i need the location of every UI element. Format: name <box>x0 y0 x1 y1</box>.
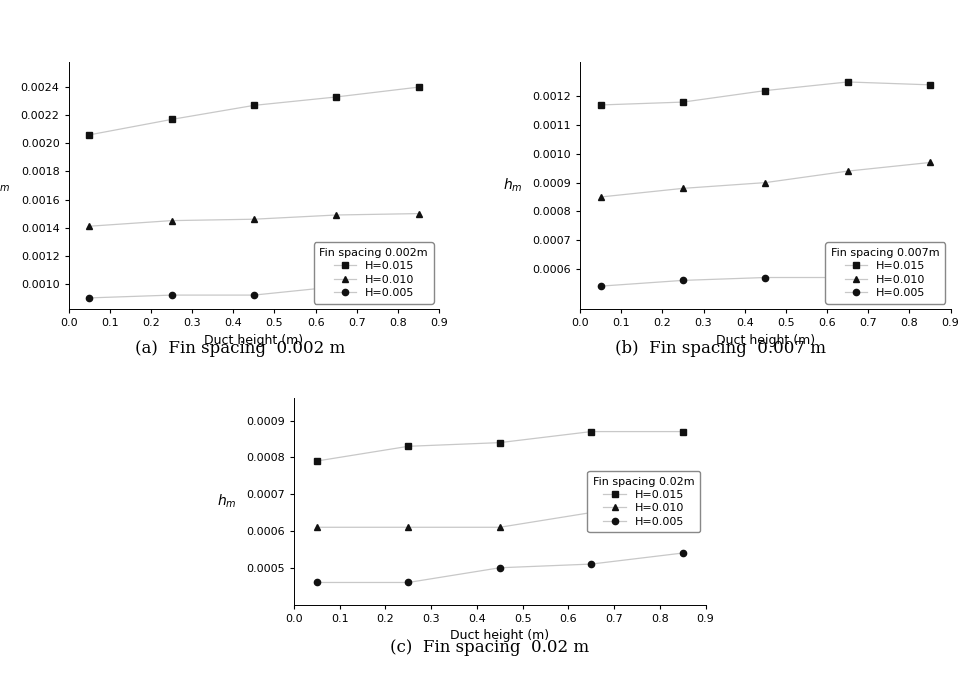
H=0.005 <box>311 578 322 587</box>
H=0.005 <box>494 563 506 572</box>
H=0.010 <box>677 184 689 192</box>
H=0.015 <box>760 87 771 95</box>
H=0.005 <box>924 271 936 279</box>
Y-axis label: $h_m$: $h_m$ <box>0 177 11 194</box>
H=0.015 <box>585 427 597 436</box>
Legend: H=0.015, H=0.010, H=0.005: H=0.015, H=0.010, H=0.005 <box>825 243 945 304</box>
X-axis label: Duct height (m): Duct height (m) <box>450 629 550 642</box>
H=0.005 <box>413 281 424 289</box>
H=0.005 <box>248 291 260 300</box>
Line: H=0.005: H=0.005 <box>86 282 421 301</box>
H=0.015 <box>83 131 95 139</box>
H=0.015 <box>494 438 506 447</box>
H=0.005 <box>677 276 689 284</box>
Line: H=0.010: H=0.010 <box>86 210 421 229</box>
H=0.005 <box>595 282 607 291</box>
X-axis label: Duct height (m): Duct height (m) <box>715 334 814 347</box>
Y-axis label: $h_m$: $h_m$ <box>503 177 522 194</box>
H=0.015 <box>924 80 936 89</box>
H=0.005 <box>403 578 415 587</box>
H=0.010 <box>595 193 607 201</box>
H=0.015 <box>595 101 607 109</box>
Y-axis label: $h_m$: $h_m$ <box>217 493 236 510</box>
Line: H=0.005: H=0.005 <box>314 550 686 585</box>
H=0.010 <box>403 523 415 532</box>
Line: H=0.005: H=0.005 <box>598 271 933 289</box>
Text: (a)  Fin spacing  0.002 m: (a) Fin spacing 0.002 m <box>135 340 345 357</box>
Line: H=0.010: H=0.010 <box>314 510 686 530</box>
H=0.010 <box>585 508 597 517</box>
H=0.015 <box>403 442 415 451</box>
Line: H=0.015: H=0.015 <box>598 79 933 108</box>
Line: H=0.010: H=0.010 <box>598 159 933 200</box>
H=0.005 <box>760 273 771 282</box>
H=0.010 <box>413 210 424 218</box>
H=0.015 <box>248 101 260 109</box>
H=0.010 <box>311 523 322 532</box>
H=0.005 <box>83 294 95 302</box>
H=0.010 <box>330 211 342 219</box>
X-axis label: Duct height (m): Duct height (m) <box>205 334 304 347</box>
Line: H=0.015: H=0.015 <box>86 84 421 138</box>
H=0.010 <box>677 508 689 517</box>
H=0.015 <box>330 93 342 101</box>
H=0.015 <box>677 427 689 436</box>
H=0.010 <box>760 179 771 187</box>
H=0.010 <box>924 159 936 167</box>
H=0.005 <box>842 273 854 282</box>
H=0.015 <box>842 78 854 86</box>
H=0.010 <box>166 216 177 225</box>
H=0.010 <box>842 167 854 175</box>
H=0.010 <box>83 222 95 230</box>
Legend: H=0.015, H=0.010, H=0.005: H=0.015, H=0.010, H=0.005 <box>314 243 433 304</box>
H=0.015 <box>413 83 424 91</box>
Text: (c)  Fin spacing  0.02 m: (c) Fin spacing 0.02 m <box>390 639 590 656</box>
Line: H=0.015: H=0.015 <box>314 429 686 464</box>
Legend: H=0.015, H=0.010, H=0.005: H=0.015, H=0.010, H=0.005 <box>587 471 700 532</box>
H=0.005 <box>330 282 342 291</box>
H=0.015 <box>677 98 689 106</box>
H=0.015 <box>311 457 322 465</box>
H=0.005 <box>166 291 177 300</box>
H=0.005 <box>677 549 689 557</box>
H=0.005 <box>585 560 597 568</box>
Text: (b)  Fin spacing  0.007 m: (b) Fin spacing 0.007 m <box>614 340 826 357</box>
H=0.010 <box>494 523 506 532</box>
H=0.010 <box>248 215 260 223</box>
H=0.015 <box>166 115 177 124</box>
